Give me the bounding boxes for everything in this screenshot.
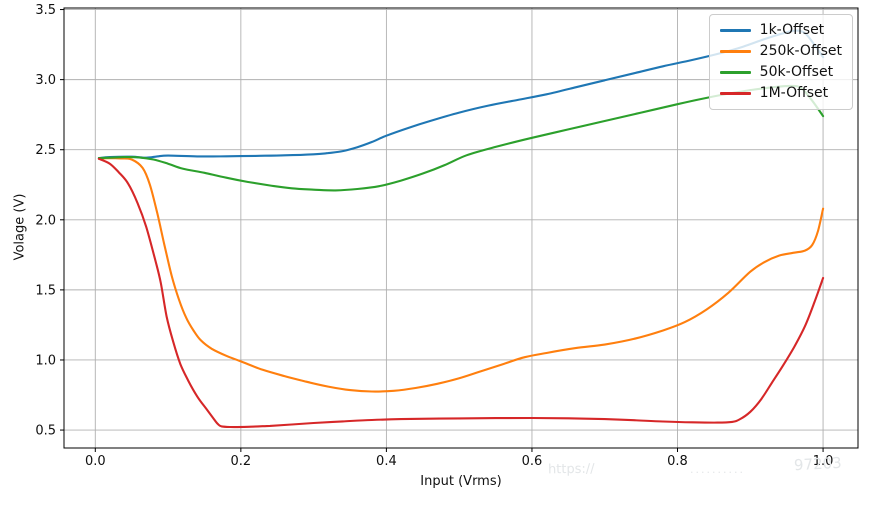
legend: 1k-Offset 250k-Offset 50k-Offset 1M-Offs…: [708, 14, 853, 110]
legend-entry-label: 1M-Offset: [759, 85, 829, 101]
x-tick-label: 0.0: [85, 454, 106, 469]
legend-line-sample-icon: [719, 50, 751, 53]
y-tick-label: 1.0: [35, 353, 56, 368]
legend-line-sample-icon: [719, 29, 751, 32]
series-line-1M-Offset: [97, 157, 825, 429]
x-tick-label: 0.4: [376, 454, 397, 469]
legend-entry-1k-offset: 1k-Offset: [719, 22, 842, 39]
legend-line-sample-icon: [719, 92, 751, 95]
legend-entry-50k-offset: 50k-Offset: [719, 64, 842, 81]
x-axis-label: Input (Vrms): [420, 474, 502, 489]
x-tick-label: 0.2: [231, 454, 252, 469]
legend-entry-label: 1k-Offset: [759, 22, 825, 38]
plot-spines: [63, 7, 859, 449]
y-axis-label: Volage (V): [12, 193, 28, 261]
legend-entry-label: 50k-Offset: [759, 64, 834, 80]
x-tick-label: 0.8: [667, 454, 688, 469]
y-tick-label: 1.5: [35, 283, 56, 298]
y-tick-label: 0.5: [35, 424, 56, 439]
y-tick-label: 3.5: [35, 3, 56, 18]
x-tick-label: 1.0: [813, 454, 834, 469]
series-line-250k-Offset: [97, 157, 825, 393]
x-tick-label: 0.6: [522, 454, 543, 469]
legend-entry-1m-offset: 1M-Offset: [719, 85, 842, 102]
y-tick-label: 2.0: [35, 213, 56, 228]
legend-entry-label: 250k-Offset: [759, 43, 842, 59]
y-tick-label: 2.5: [35, 143, 56, 158]
legend-line-sample-icon: [719, 71, 751, 74]
y-tick-label: 3.0: [35, 73, 56, 88]
legend-entry-250k-offset: 250k-Offset: [719, 43, 842, 60]
